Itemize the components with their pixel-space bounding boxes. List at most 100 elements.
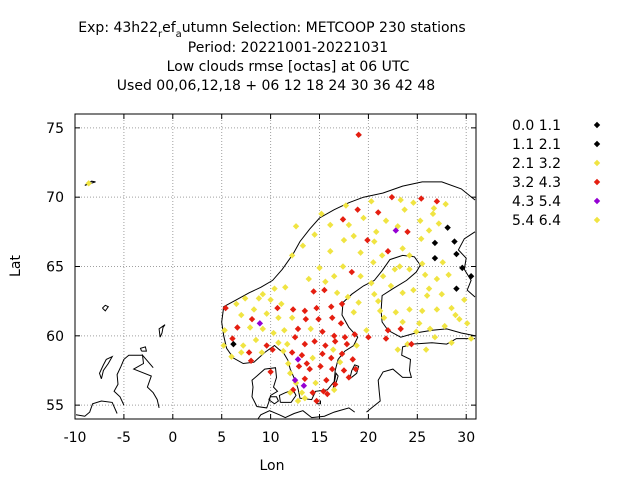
coastline-segment xyxy=(349,364,360,380)
station-point xyxy=(315,315,322,323)
title-line-3: Low clouds rmse [octas] at 06 UTC xyxy=(167,59,410,75)
station-point xyxy=(355,131,362,138)
coastline-segment xyxy=(221,181,476,401)
station-point xyxy=(363,327,370,334)
station-point xyxy=(246,324,254,331)
title-line-1: Exp: 43h22refautumn Selection: METCOOP 2… xyxy=(78,20,465,40)
station-point xyxy=(431,254,439,262)
station-point xyxy=(229,335,236,342)
coastline-segment xyxy=(132,353,160,409)
station-point xyxy=(394,346,401,353)
station-point xyxy=(238,311,245,319)
station-point xyxy=(349,356,356,363)
station-point xyxy=(399,318,406,326)
station-point xyxy=(444,224,451,231)
legend-label: 3.2 4.3 xyxy=(512,175,561,191)
station-point xyxy=(288,314,296,321)
station-point xyxy=(333,289,341,297)
station-point xyxy=(342,202,350,209)
station-point xyxy=(351,331,358,338)
station-point xyxy=(284,340,291,348)
coastline-segment xyxy=(268,396,280,405)
station-point xyxy=(406,266,413,273)
station-point xyxy=(271,285,278,292)
station-point xyxy=(364,236,371,244)
station-point xyxy=(328,303,335,310)
station-point xyxy=(360,214,367,222)
station-point xyxy=(413,328,420,335)
station-point xyxy=(228,353,235,360)
station-point xyxy=(291,376,299,384)
station-point xyxy=(344,293,352,301)
station-point xyxy=(357,249,364,256)
station-point xyxy=(401,206,408,213)
station-point xyxy=(309,389,316,396)
coastline-segment xyxy=(113,354,143,406)
station-point xyxy=(406,306,413,313)
station-point xyxy=(354,206,361,213)
coastline-segment xyxy=(457,231,476,298)
x-tick-label: 0 xyxy=(168,430,177,446)
coastline-segment xyxy=(102,304,110,312)
station-point xyxy=(421,271,429,279)
station-point xyxy=(301,395,309,402)
legend-marker xyxy=(593,121,601,129)
station-point xyxy=(433,275,441,283)
y-tick-label: 55 xyxy=(46,398,64,414)
legend-marker xyxy=(593,140,601,148)
station-point xyxy=(374,297,382,305)
station-point xyxy=(263,310,270,317)
station-point xyxy=(441,322,448,330)
station-point xyxy=(259,291,266,298)
station-point xyxy=(313,397,320,405)
station-point xyxy=(384,248,392,255)
station-point xyxy=(399,289,406,297)
station-point xyxy=(456,315,463,323)
station-point xyxy=(331,338,339,345)
legend-label: 4.3 5.4 xyxy=(512,194,561,210)
station-point xyxy=(348,268,355,276)
station-point xyxy=(399,245,406,252)
station-point xyxy=(341,334,349,341)
station-point xyxy=(345,374,353,381)
x-tick-label: 5 xyxy=(217,430,226,446)
station-point xyxy=(329,365,336,373)
station-point xyxy=(267,368,274,376)
station-point xyxy=(263,342,270,349)
station-point xyxy=(256,320,264,327)
station-point xyxy=(373,228,380,236)
station-point xyxy=(380,314,388,321)
station-point xyxy=(357,273,364,280)
station-point xyxy=(463,320,471,327)
station-point xyxy=(281,327,288,334)
station-point xyxy=(350,232,357,240)
coastline-segment xyxy=(366,338,475,413)
station-point xyxy=(388,193,396,201)
station-point xyxy=(451,238,458,245)
legend-label: 2.1 3.2 xyxy=(512,156,561,172)
station-point xyxy=(258,349,266,356)
station-points xyxy=(85,131,475,405)
station-point xyxy=(433,306,441,313)
x-tick-label: 20 xyxy=(360,430,378,446)
x-tick-label: -5 xyxy=(117,430,131,446)
y-tick-label: 75 xyxy=(46,121,64,137)
station-point xyxy=(426,325,434,333)
station-point xyxy=(330,332,338,340)
station-point xyxy=(289,306,297,313)
station-point xyxy=(327,221,334,229)
x-axis-ticks: -10 -5 0 5 10 15 20 25 30 xyxy=(64,114,475,446)
y-tick-label: 70 xyxy=(46,190,64,206)
station-point xyxy=(321,286,328,294)
station-point xyxy=(459,264,466,272)
station-point xyxy=(435,220,443,227)
station-point xyxy=(322,278,329,285)
legend-marker xyxy=(593,197,601,205)
station-point xyxy=(330,346,337,353)
station-point xyxy=(269,346,276,353)
station-point xyxy=(275,339,282,346)
station-point xyxy=(245,349,253,356)
station-point xyxy=(368,279,375,287)
station-point xyxy=(316,264,323,272)
station-point xyxy=(288,349,296,356)
